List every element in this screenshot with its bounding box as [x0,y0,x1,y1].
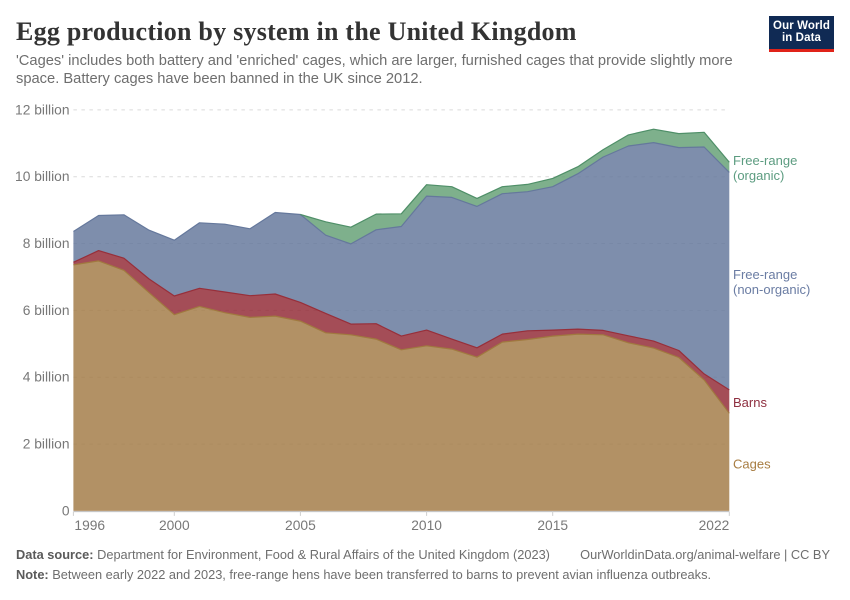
svg-text:Cages: Cages [733,457,771,472]
svg-text:(non-organic): (non-organic) [733,282,810,297]
svg-text:10 billion: 10 billion [15,169,69,184]
svg-text:4 billion: 4 billion [23,370,70,385]
svg-text:12 billion: 12 billion [15,102,69,117]
svg-text:Barns: Barns [733,395,767,410]
svg-text:2005: 2005 [285,518,316,533]
svg-text:2010: 2010 [411,518,442,533]
svg-text:Free-range: Free-range [733,153,797,168]
svg-text:2015: 2015 [537,518,568,533]
svg-text:(organic): (organic) [733,168,784,183]
svg-text:Free-range: Free-range [733,267,797,282]
svg-text:2 billion: 2 billion [23,437,70,452]
svg-text:2022: 2022 [699,518,730,533]
svg-text:6 billion: 6 billion [23,303,70,318]
svg-text:8 billion: 8 billion [23,236,70,251]
svg-text:2000: 2000 [159,518,190,533]
svg-text:1996: 1996 [74,518,105,533]
svg-text:0: 0 [62,503,70,518]
